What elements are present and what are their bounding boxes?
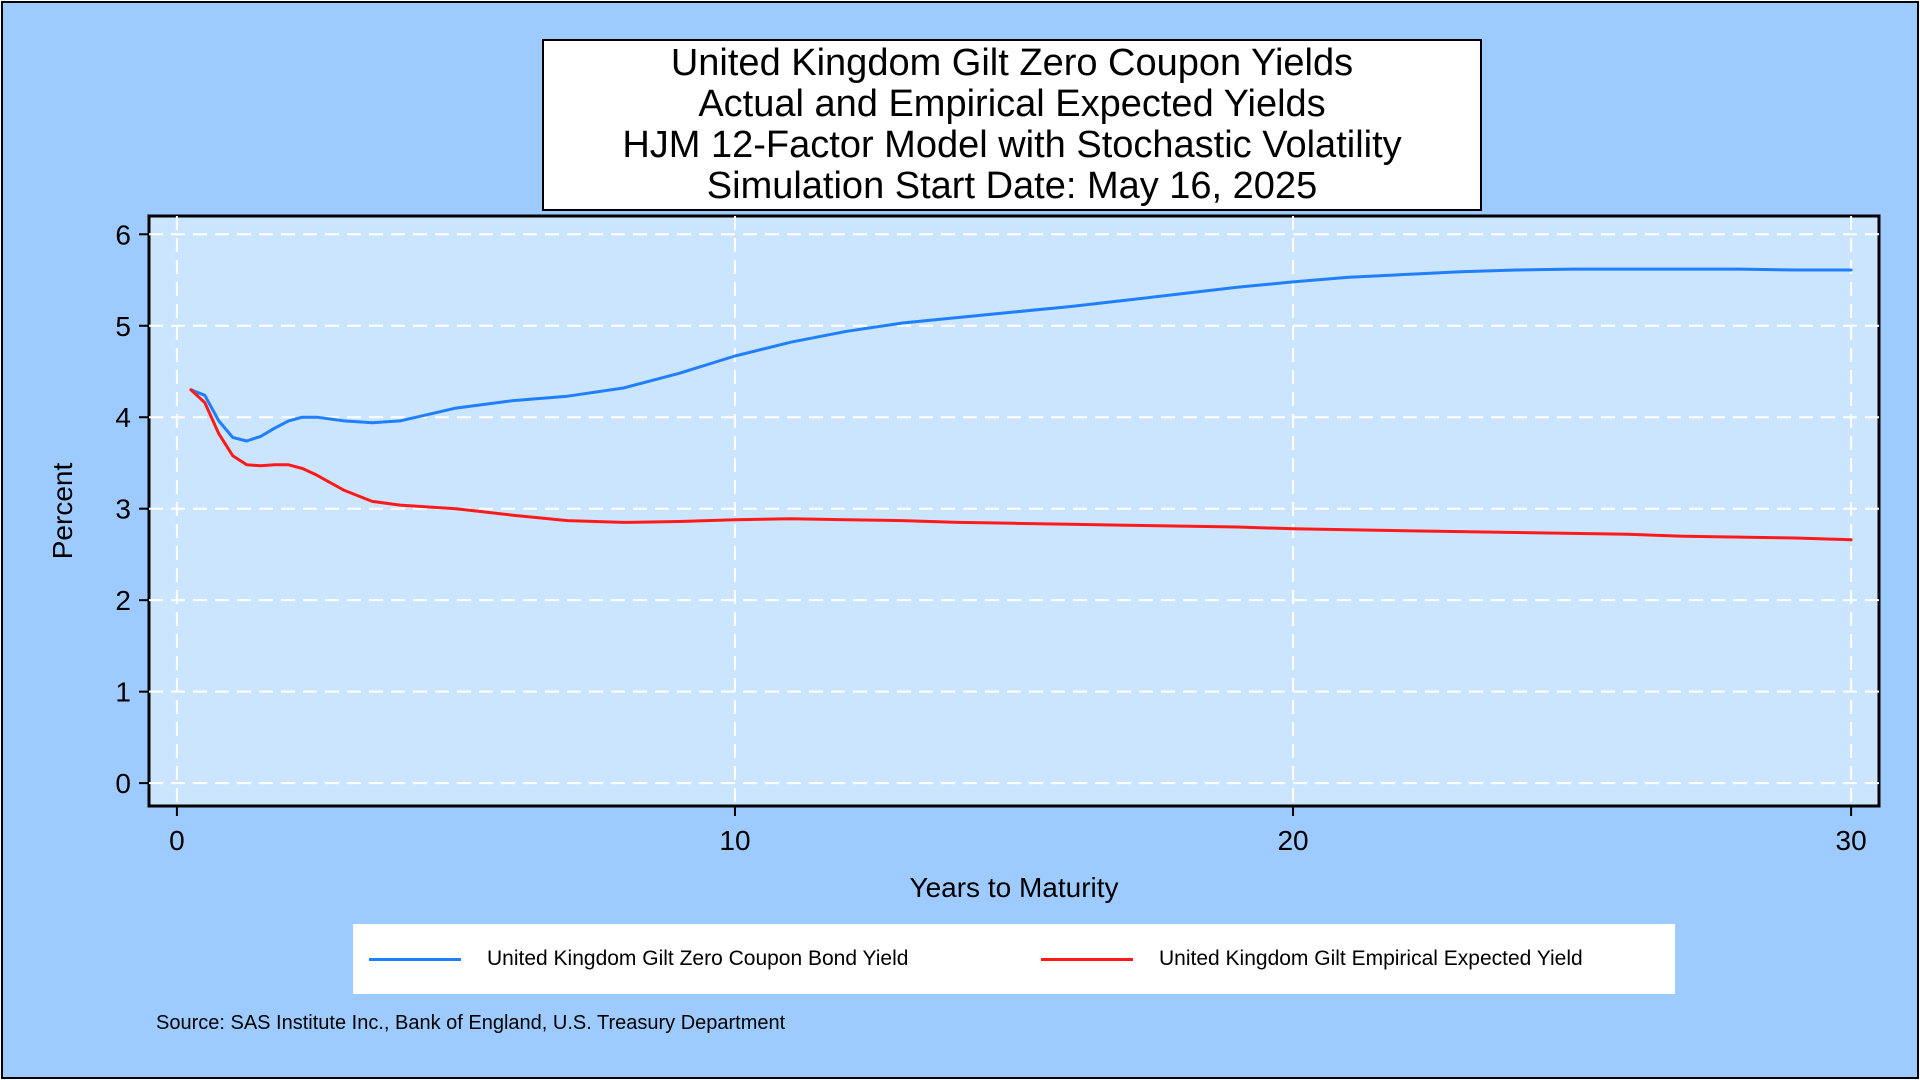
legend: United Kingdom Gilt Zero Coupon Bond Yie… [353,924,1675,994]
legend-label-bond-yield: United Kingdom Gilt Zero Coupon Bond Yie… [487,947,909,970]
axes: 0 1 2 3 4 5 6 0 10 20 30 [115,219,1866,856]
series-line-expected-yield [189,388,1853,542]
legend-entry-expected-yield: United Kingdom Gilt Empirical Expected Y… [1041,947,1583,971]
y-axis-label: Percent [47,463,78,560]
legend-swatch-blue [369,957,461,961]
legend-swatch-red [1041,957,1133,961]
legend-entry-bond-yield: United Kingdom Gilt Zero Coupon Bond Yie… [369,947,908,971]
y-tick-label: 5 [115,311,131,342]
y-tick-label: 0 [115,768,131,799]
title-line-3: HJM 12-Factor Model with Stochastic Vola… [622,124,1402,166]
y-tick-label: 2 [115,585,131,616]
legend-label-expected-yield: United Kingdom Gilt Empirical Expected Y… [1159,947,1583,970]
series-layer [189,267,1853,542]
x-tick-label: 10 [719,825,750,856]
y-tick-label: 1 [115,677,131,708]
x-tick-label: 20 [1277,825,1308,856]
y-tick-label: 6 [115,219,131,250]
title-line-2: Actual and Empirical Expected Yields [698,83,1326,125]
title-line-4: Simulation Start Date: May 16, 2025 [706,165,1318,207]
plot-area [147,214,1881,808]
y-tick-label: 3 [115,494,131,525]
chart-title: United Kingdom Gilt Zero Coupon Yields A… [542,39,1482,211]
series-line-bond-yield [189,267,1853,443]
x-axis-label: Years to Maturity [909,872,1118,903]
source-note: Source: SAS Institute Inc., Bank of Engl… [156,1012,786,1034]
title-line-1: United Kingdom Gilt Zero Coupon Yields [670,42,1354,84]
x-tick-label: 30 [1836,825,1867,856]
x-tick-label: 0 [169,825,185,856]
y-tick-label: 4 [115,402,131,433]
grid [149,216,1879,806]
